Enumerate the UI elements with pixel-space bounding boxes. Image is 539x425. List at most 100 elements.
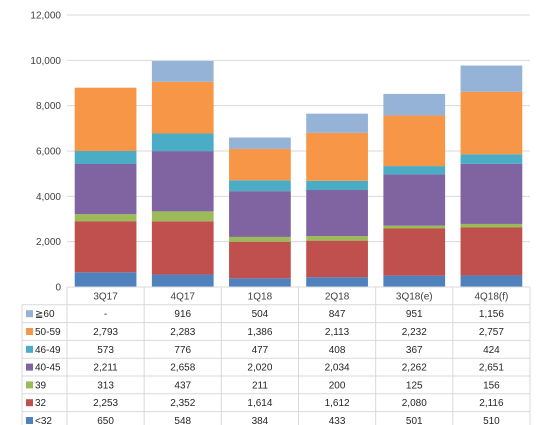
table-cell-value: 650 — [97, 416, 114, 425]
bar-segment — [151, 133, 214, 152]
table-cell-value: 437 — [174, 380, 191, 391]
y-tick-label: 0 — [55, 283, 61, 294]
table-cell-value: 367 — [406, 345, 423, 356]
y-tick-label: 2,000 — [36, 237, 61, 248]
table-cell-value: 408 — [329, 345, 346, 356]
bar-segment — [306, 236, 368, 241]
table-cell-value: 313 — [97, 380, 114, 391]
table-cell-value: 951 — [406, 309, 423, 320]
table-cell-value: 2,080 — [402, 398, 427, 409]
table-cell-value: 548 — [174, 416, 191, 425]
y-tick-label: 4,000 — [36, 192, 61, 203]
gridlines — [67, 14, 530, 288]
x-tick-label: 3Q18(e) — [396, 291, 433, 302]
bar-segment — [229, 180, 291, 192]
table-cell-value: 1,612 — [325, 398, 350, 409]
table-cell-value: 510 — [483, 416, 500, 425]
table-cell-value: 1,614 — [247, 398, 272, 409]
table-cell-value: 501 — [406, 416, 423, 425]
bar-segment — [383, 228, 446, 276]
legend-label: <32 — [35, 416, 52, 425]
table-cell-value: 1,386 — [247, 327, 272, 338]
bar-segment — [74, 221, 137, 273]
table-cell-value: 2,283 — [170, 327, 195, 338]
table-cell-value: 2,211 — [93, 363, 118, 374]
bar-segment — [460, 275, 523, 287]
bar-segment — [383, 166, 446, 175]
bar-segment — [306, 190, 368, 237]
legend-swatch — [26, 399, 33, 407]
bar-segment — [306, 132, 368, 181]
legend-swatch — [26, 363, 33, 371]
bar-segment — [306, 113, 368, 133]
table-cell-value: 1,156 — [479, 309, 504, 320]
table-cell-value: 2,116 — [479, 398, 504, 409]
bar-segment — [383, 93, 446, 116]
table-cell-value: 847 — [329, 309, 346, 320]
bar-segment — [74, 272, 137, 287]
bar-segment — [460, 154, 523, 164]
bar-segment — [151, 151, 214, 212]
table-cell-value: 2,034 — [325, 363, 350, 374]
table-cell-value: 2,793 — [93, 327, 118, 338]
legend-label: 50-59 — [35, 327, 61, 338]
table-cell-value: 573 — [97, 345, 114, 356]
bar-segment — [460, 65, 523, 92]
bar-segment — [460, 163, 523, 224]
bar-segment — [383, 225, 446, 229]
table-cell-value: 2,020 — [247, 363, 272, 374]
bar-segment — [74, 163, 137, 215]
bar-segment — [383, 174, 446, 226]
table-cell-value: 504 — [252, 309, 269, 320]
y-tick-label: 8,000 — [36, 101, 61, 112]
table-cell-value: 2,262 — [402, 363, 427, 374]
legend-label: 32 — [35, 398, 47, 409]
bar-segment — [306, 180, 368, 191]
bar-segment — [229, 191, 291, 237]
bar-segment — [306, 277, 368, 287]
bar-segment — [229, 148, 291, 181]
bar-segment — [306, 240, 368, 278]
bar-segment — [229, 137, 291, 149]
bar-segment — [74, 151, 137, 164]
legend-label: 39 — [35, 380, 47, 391]
bar-segment — [229, 241, 291, 279]
legend-swatch — [26, 381, 33, 389]
bar-segment — [229, 278, 291, 287]
table-cell-value: 424 — [483, 345, 500, 356]
bar-segment — [151, 211, 214, 222]
table-cell-value: 2,113 — [325, 327, 350, 338]
legend-label: 40-45 — [35, 363, 61, 374]
table-cell-value: 2,658 — [170, 363, 195, 374]
bar-segment — [383, 115, 446, 167]
bar-segment — [460, 227, 523, 276]
table-cell-value: 477 — [252, 345, 269, 356]
table-cell-value: 156 — [483, 380, 500, 391]
bar-segment — [74, 214, 137, 222]
bars — [74, 61, 523, 287]
table-cell-value: 200 — [329, 380, 346, 391]
table-cell-value: 2,253 — [93, 398, 118, 409]
data-table: 3Q17 4Q17 1Q18 2Q18 3Q18(e) 4Q18(f) ≧60 - 916 504… — [21, 286, 531, 425]
table-cell-value: 2,232 — [402, 327, 427, 338]
legend-swatch — [26, 345, 33, 353]
table-cell-value: 916 — [174, 309, 191, 320]
bar-segment — [383, 275, 446, 287]
x-tick-label: 4Q17 — [171, 291, 196, 302]
legend-label: 46-49 — [35, 345, 61, 356]
table-cell-value: 433 — [329, 416, 346, 425]
table-cell-value: 125 — [406, 380, 423, 391]
bar-segment — [151, 274, 214, 287]
table-cell-value: 776 — [174, 345, 191, 356]
table-cell-value: 384 — [252, 416, 269, 425]
y-tick-label: 6,000 — [36, 147, 61, 158]
y-tick-label: 10,000 — [30, 56, 61, 67]
bar-segment — [151, 81, 214, 134]
legend-swatch — [26, 310, 33, 318]
bar-segment — [460, 223, 523, 228]
table-cell-value: 211 — [252, 380, 268, 391]
x-tick-label: 2Q18 — [325, 291, 350, 302]
legend-swatch — [26, 417, 33, 424]
y-tick-label: 12,000 — [30, 11, 61, 22]
